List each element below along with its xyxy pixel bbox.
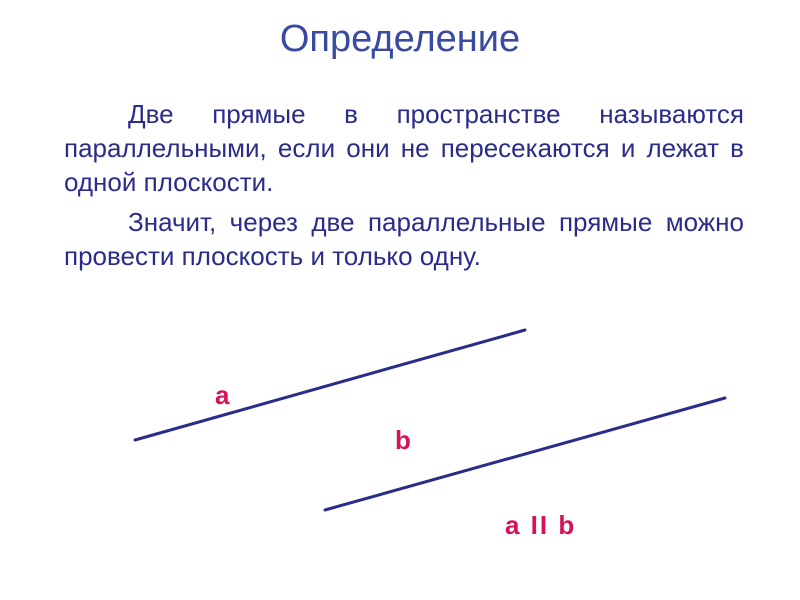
paragraph-1: Две прямые в пространстве называются пар…	[64, 98, 744, 199]
line-b	[325, 398, 725, 510]
line-a	[135, 330, 525, 440]
parallel-lines-diagram	[0, 0, 800, 600]
slide: Определение Две прямые в пространстве на…	[0, 0, 800, 600]
paragraph-2: Значит, через две параллельные прямые мо…	[64, 206, 744, 274]
label-a: а	[215, 380, 229, 411]
label-parallel: a II b	[505, 510, 576, 541]
slide-title: Определение	[0, 18, 800, 61]
label-b: b	[395, 425, 411, 456]
